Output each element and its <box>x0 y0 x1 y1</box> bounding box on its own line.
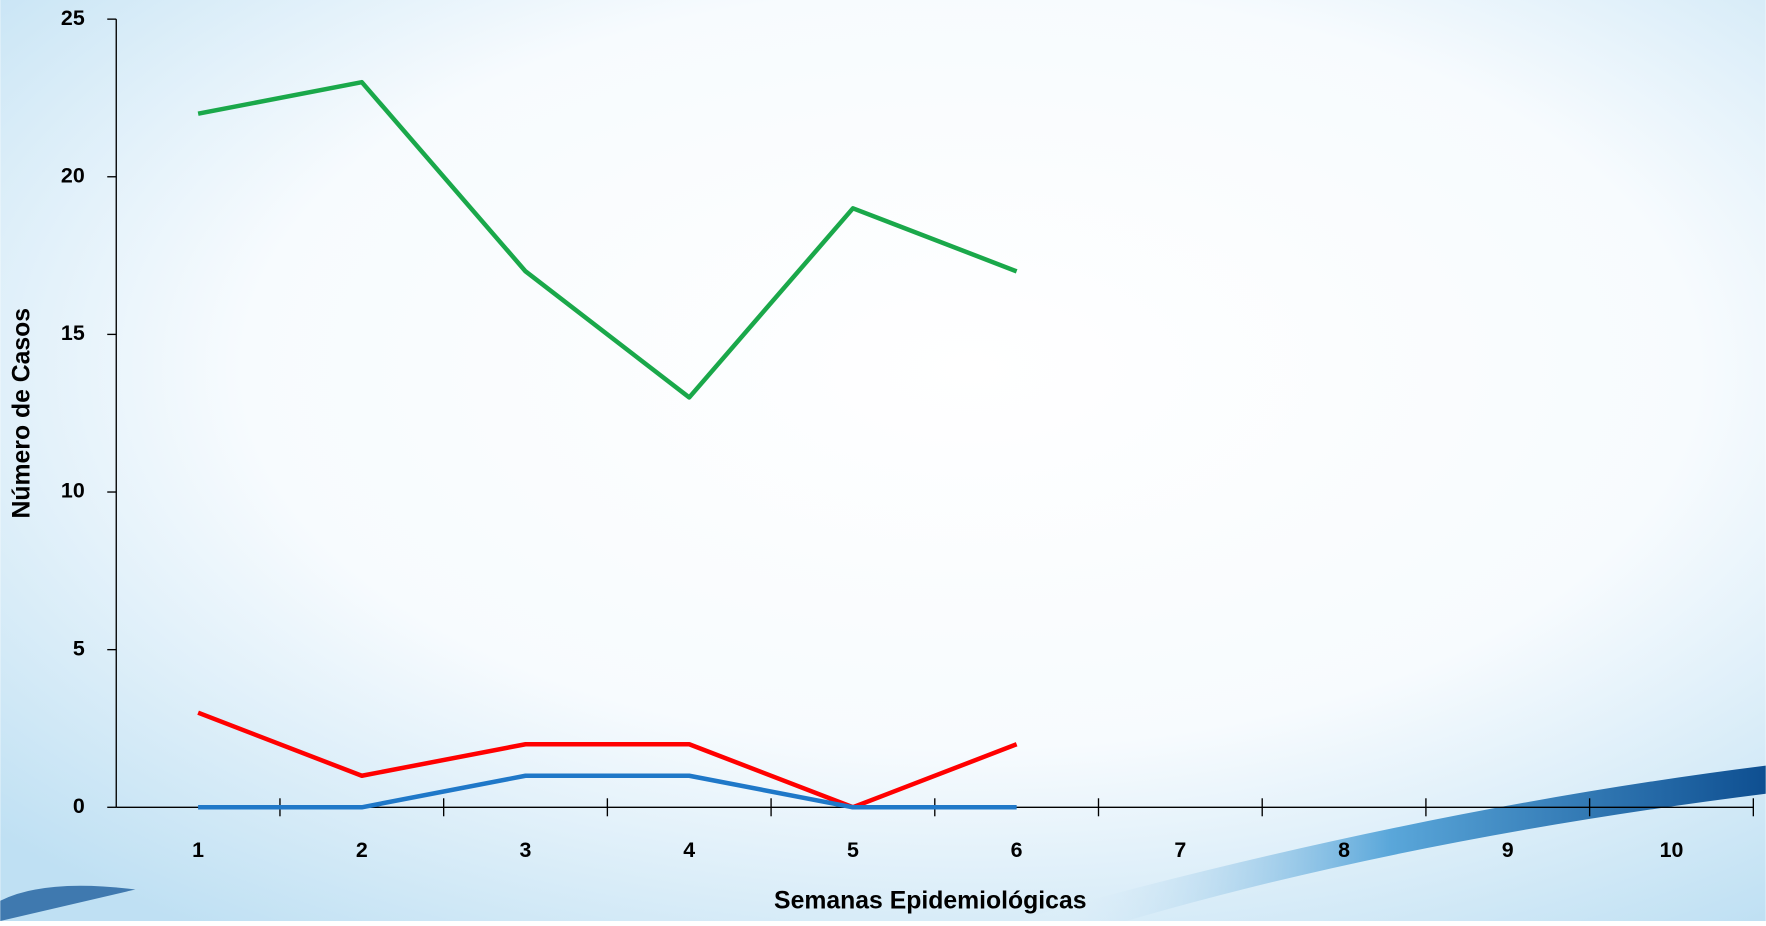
swoosh <box>1013 765 1766 921</box>
x-tick-label: 2 <box>356 838 368 862</box>
x-tick-label: 7 <box>1174 838 1186 862</box>
y-tick-label: 0 <box>73 794 85 818</box>
x-tick-label: 3 <box>520 838 532 862</box>
y-tick-label: 15 <box>61 321 85 345</box>
x-tick-label: 9 <box>1502 838 1514 862</box>
x-tick-label: 1 <box>192 838 204 862</box>
x-tick-label: 10 <box>1660 838 1684 862</box>
y-tick-label: 10 <box>61 479 85 503</box>
x-tick-label: 5 <box>847 838 859 862</box>
y-tick-label: 25 <box>61 6 85 30</box>
x-tick-label: 6 <box>1011 838 1023 862</box>
x-tick-label: 4 <box>683 838 695 862</box>
swoosh <box>0 885 136 921</box>
line-series <box>198 773 1017 810</box>
line-series <box>197 710 1018 810</box>
y-axis-label: Número de Casos <box>8 308 35 519</box>
y-tick-label: 5 <box>73 636 85 660</box>
y-tick-label: 20 <box>61 163 85 187</box>
x-tick-label: 8 <box>1338 838 1350 862</box>
line-series <box>197 79 1018 400</box>
x-axis-label: Semanas Epidemiológicas <box>774 887 1086 914</box>
